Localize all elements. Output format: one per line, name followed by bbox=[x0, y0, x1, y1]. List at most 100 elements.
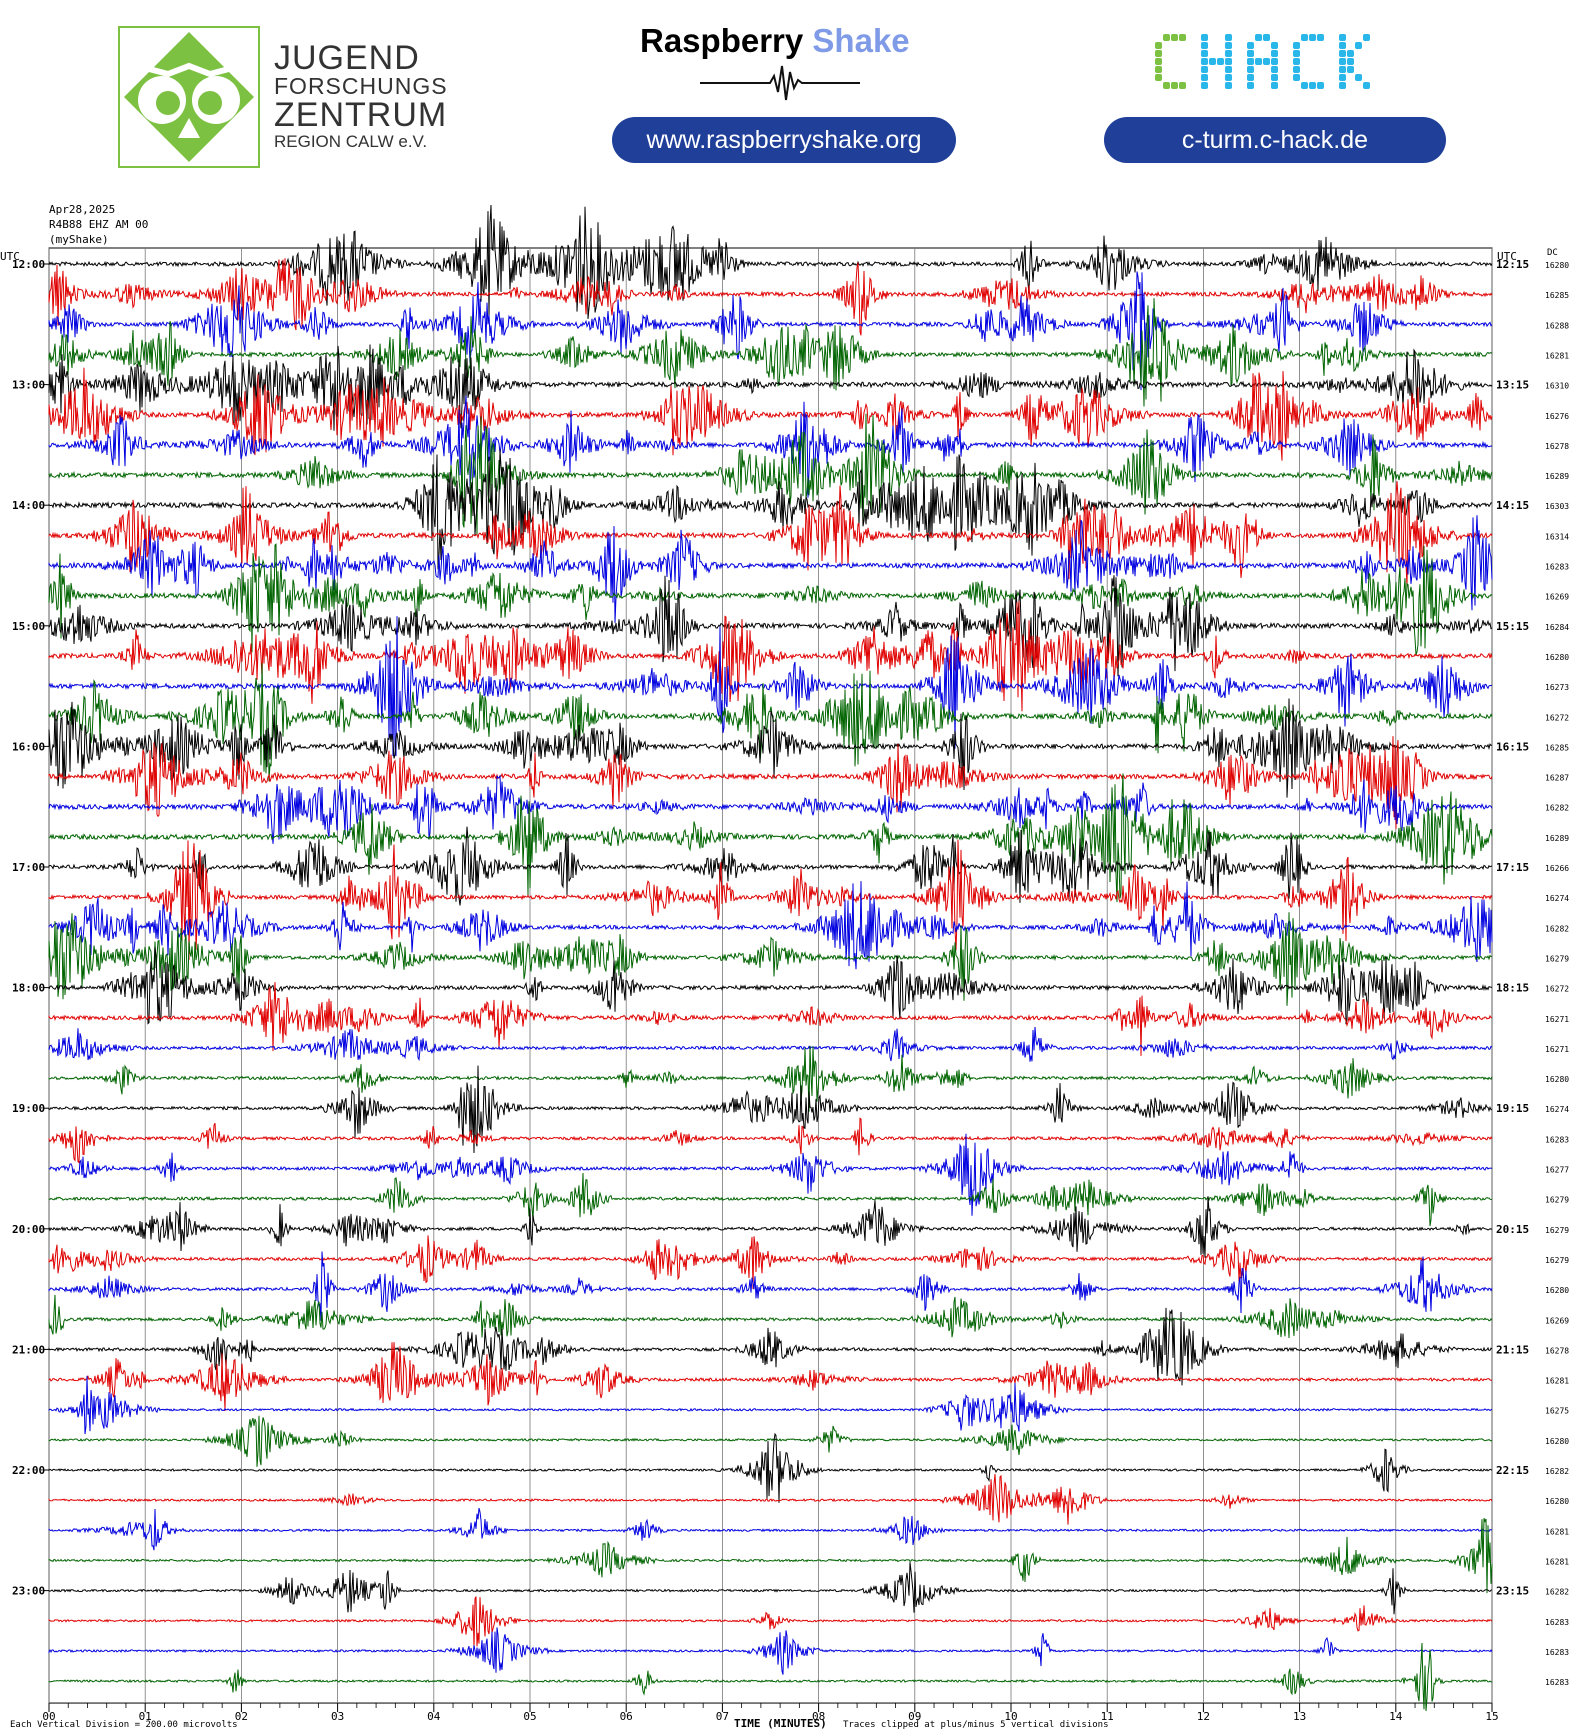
seismogram-trace bbox=[48, 600, 1493, 712]
dc-value: 16280 bbox=[1545, 261, 1569, 270]
chack-pixel bbox=[1201, 82, 1208, 89]
dc-value: 16280 bbox=[1545, 1075, 1569, 1084]
chack-pixel bbox=[1317, 34, 1324, 41]
seismogram-trace bbox=[48, 1133, 1493, 1216]
chack-url-link[interactable]: c-turm.c-hack.de bbox=[1104, 117, 1446, 163]
dc-value: 16282 bbox=[1545, 804, 1569, 813]
hour-label-right: 20:15 bbox=[1496, 1223, 1529, 1236]
chack-pixel bbox=[1201, 42, 1208, 49]
chack-pixel bbox=[1247, 58, 1254, 65]
chack-pixel bbox=[1271, 50, 1278, 57]
chack-pixel bbox=[1339, 50, 1346, 57]
station-info: Apr28,2025 R4B88 EHZ AM 00 (myShake) bbox=[49, 202, 148, 247]
seismogram-trace bbox=[48, 982, 1493, 1056]
station-channel: R4B88 EHZ AM 00 bbox=[49, 218, 149, 231]
dc-value: 16283 bbox=[1545, 563, 1569, 572]
seismogram-trace bbox=[48, 1507, 1493, 1551]
dc-label: DC bbox=[1547, 248, 1558, 258]
seismogram-trace bbox=[48, 912, 1493, 1006]
dc-value: 16266 bbox=[1545, 864, 1569, 873]
chack-pixel bbox=[1363, 34, 1370, 41]
chack-pixel bbox=[1163, 34, 1170, 41]
seismogram-trace bbox=[48, 881, 1493, 970]
seismogram-trace bbox=[48, 395, 1493, 498]
dc-value: 16277 bbox=[1545, 1166, 1569, 1175]
hour-label-left: 23:00 bbox=[12, 1585, 45, 1598]
hour-label-right: 18:15 bbox=[1496, 982, 1529, 995]
chack-pixel bbox=[1155, 42, 1162, 49]
chack-pixel bbox=[1293, 66, 1300, 73]
hour-label-right: 13:15 bbox=[1496, 379, 1529, 392]
x-axis-label: TIME (MINUTES) bbox=[734, 1717, 827, 1730]
seismogram-trace bbox=[48, 1026, 1493, 1062]
chack-pixel bbox=[1339, 34, 1346, 41]
x-tick-label: 14 bbox=[1389, 1710, 1403, 1723]
hour-label-right: 14:15 bbox=[1496, 499, 1529, 512]
chack-pixel bbox=[1347, 66, 1354, 73]
dc-value: 16281 bbox=[1545, 1557, 1569, 1566]
dc-value: 16281 bbox=[1545, 351, 1569, 360]
x-tick-label: 10 bbox=[1004, 1710, 1017, 1723]
jfz-line-1: JUGEND bbox=[274, 39, 420, 77]
seismogram-trace bbox=[48, 1518, 1493, 1594]
dc-value: 16282 bbox=[1545, 1588, 1569, 1597]
dc-value: 16280 bbox=[1545, 653, 1569, 662]
seismogram-trace bbox=[48, 698, 1493, 798]
seismogram-trace bbox=[48, 1294, 1493, 1339]
dc-value: 16282 bbox=[1545, 924, 1569, 933]
chack-pixel bbox=[1301, 82, 1308, 89]
seismogram-trace bbox=[48, 1307, 1493, 1386]
hour-label-left: 16:00 bbox=[12, 740, 45, 753]
dc-value: 16279 bbox=[1545, 1256, 1569, 1265]
dc-value: 16278 bbox=[1545, 1346, 1569, 1355]
x-tick-label: 11 bbox=[1101, 1710, 1114, 1723]
seismogram-trace bbox=[48, 839, 1493, 960]
chack-pixel bbox=[1355, 74, 1362, 81]
chack-pixel bbox=[1155, 74, 1162, 81]
chack-pixel bbox=[1201, 34, 1208, 41]
chack-pixel bbox=[1339, 74, 1346, 81]
chack-pixel bbox=[1339, 58, 1346, 65]
chack-pixel bbox=[1225, 58, 1232, 65]
chack-logo bbox=[1155, 30, 1405, 94]
hour-label-right: 21:15 bbox=[1496, 1343, 1529, 1356]
shake-word: Shake bbox=[812, 22, 910, 59]
dc-value: 16281 bbox=[1545, 1377, 1569, 1386]
seismogram-trace bbox=[48, 773, 1493, 903]
chack-pixel bbox=[1155, 66, 1162, 73]
hour-label-left: 18:00 bbox=[12, 982, 45, 995]
utc-label-left: UTC bbox=[0, 250, 20, 263]
chack-pixel bbox=[1301, 34, 1308, 41]
chack-pixel bbox=[1201, 50, 1208, 57]
hour-label-left: 13:00 bbox=[12, 379, 45, 392]
dc-value: 16314 bbox=[1545, 532, 1569, 541]
chack-pixel bbox=[1363, 82, 1370, 89]
raspberryshake-url-link[interactable]: www.raspberryshake.org bbox=[612, 117, 956, 163]
chack-pixel bbox=[1225, 66, 1232, 73]
hour-label-left: 15:00 bbox=[12, 620, 45, 633]
seismogram-trace bbox=[48, 575, 1493, 677]
seismogram-trace bbox=[48, 1627, 1493, 1675]
hour-label-right: 17:15 bbox=[1496, 861, 1529, 874]
chack-pixel bbox=[1339, 66, 1346, 73]
seismogram-trace bbox=[48, 344, 1493, 431]
chack-pixel bbox=[1271, 82, 1278, 89]
hour-label-right: 19:15 bbox=[1496, 1102, 1529, 1115]
seismogram-trace bbox=[48, 774, 1493, 844]
chack-pixel bbox=[1293, 58, 1300, 65]
chack-pixel bbox=[1255, 58, 1262, 65]
x-tick-label: 13 bbox=[1293, 1710, 1306, 1723]
chack-pixel bbox=[1263, 34, 1270, 41]
x-tick-label: 05 bbox=[523, 1710, 536, 1723]
hour-label-right: 22:15 bbox=[1496, 1464, 1529, 1477]
chack-pixel bbox=[1271, 58, 1278, 65]
chack-pixel bbox=[1179, 34, 1186, 41]
seismogram-trace bbox=[48, 1342, 1493, 1412]
seismogram-trace bbox=[48, 1473, 1493, 1525]
x-tick-label: 03 bbox=[331, 1710, 344, 1723]
dc-value: 16272 bbox=[1545, 713, 1569, 722]
chack-pixel bbox=[1247, 82, 1254, 89]
seismogram-trace bbox=[48, 1642, 1493, 1711]
chack-pixel bbox=[1271, 66, 1278, 73]
chack-pixel bbox=[1271, 74, 1278, 81]
